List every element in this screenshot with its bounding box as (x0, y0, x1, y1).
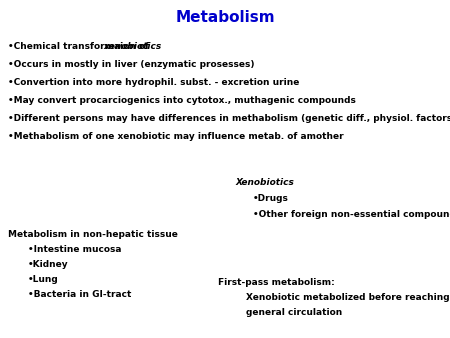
Text: •Drugs: •Drugs (253, 194, 289, 203)
Text: •Intestine mucosa: •Intestine mucosa (28, 245, 122, 254)
Text: •Methabolism of one xenobiotic may influence metab. of amother: •Methabolism of one xenobiotic may influ… (8, 132, 344, 141)
Text: •Kidney: •Kidney (28, 260, 68, 269)
Text: •May convert procarciogenics into cytotox., muthagenic compounds: •May convert procarciogenics into cytoto… (8, 96, 356, 105)
Text: Metabolism in non-hepatic tissue: Metabolism in non-hepatic tissue (8, 230, 178, 239)
Text: •Other foreign non-essential compounds: •Other foreign non-essential compounds (253, 210, 450, 219)
Text: general circulation: general circulation (246, 308, 342, 317)
Text: Xenobiotics: Xenobiotics (235, 178, 294, 187)
Text: •Bacteria in GI-tract: •Bacteria in GI-tract (28, 290, 131, 299)
Text: Xenobiotic metabolized before reaching: Xenobiotic metabolized before reaching (246, 293, 450, 302)
Text: Metabolism: Metabolism (175, 10, 275, 25)
Text: •Occurs in mostly in liver (enzymatic prosesses): •Occurs in mostly in liver (enzymatic pr… (8, 60, 255, 69)
Text: First-pass metabolism:: First-pass metabolism: (218, 278, 335, 287)
Text: •Lung: •Lung (28, 275, 59, 284)
Text: •Chemical transformaion of: •Chemical transformaion of (8, 42, 152, 51)
Text: •Convertion into more hydrophil. subst. - excretion urine: •Convertion into more hydrophil. subst. … (8, 78, 299, 87)
Text: xenobiotics: xenobiotics (104, 42, 162, 51)
Text: •Different persons may have differences in methabolism (genetic diff., physiol. : •Different persons may have differences … (8, 114, 450, 123)
